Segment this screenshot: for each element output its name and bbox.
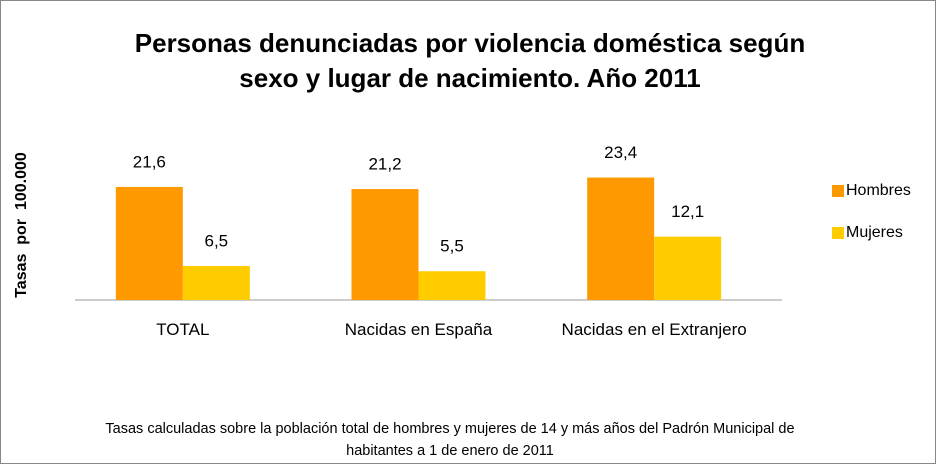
- data-label: 21,2: [368, 155, 401, 174]
- bar: [654, 236, 722, 300]
- y-axis-label: Tasas por 100.000: [13, 152, 30, 298]
- legend-swatch: [832, 227, 844, 239]
- bar: [182, 265, 250, 300]
- bar: [351, 189, 419, 300]
- legend-swatch: [832, 185, 844, 197]
- legend-label: Mujeres: [846, 224, 903, 241]
- x-tick-label: Nacidas en el Extranjero: [561, 320, 747, 339]
- data-label: 12,1: [671, 202, 704, 221]
- legend-label: Hombres: [846, 182, 911, 199]
- data-label: 21,6: [133, 152, 166, 171]
- data-label: 5,5: [440, 237, 464, 256]
- data-label: 23,4: [604, 143, 637, 162]
- x-tick-label: TOTAL: [156, 320, 210, 339]
- bar: [587, 177, 655, 300]
- x-tick-label: Nacidas en España: [344, 320, 493, 339]
- data-label: 6,5: [205, 231, 229, 250]
- bar: [418, 271, 486, 300]
- footnote: Tasas calculadas sobre la población tota…: [105, 421, 795, 459]
- bar: [115, 186, 183, 300]
- chart-title: Personas denunciadas por violencia domés…: [135, 28, 805, 93]
